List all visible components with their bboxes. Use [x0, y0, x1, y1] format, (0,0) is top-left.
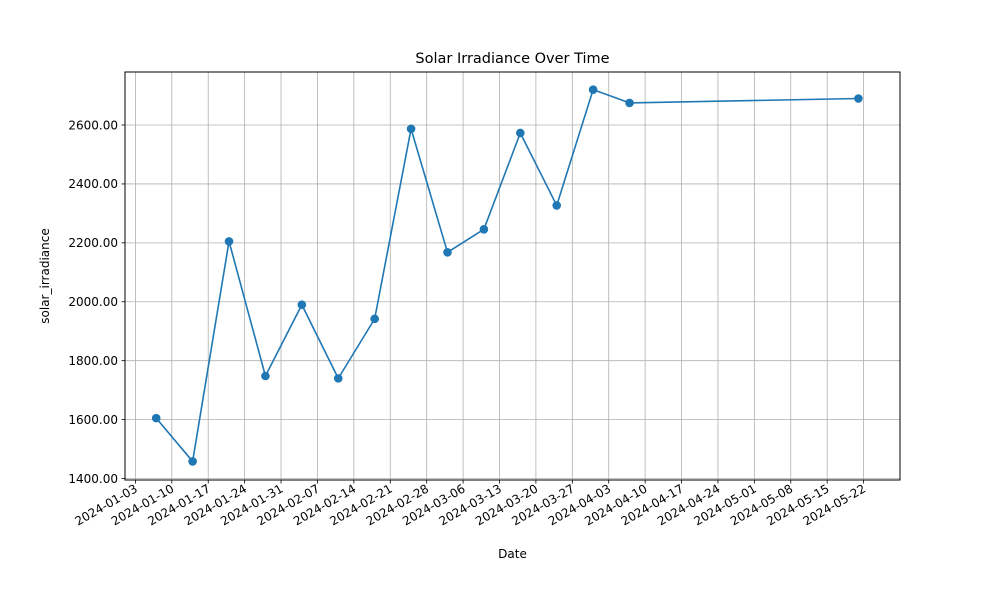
y-tick-label-0: 1400.00	[68, 472, 118, 486]
chart-title: Solar Irradiance Over Time	[415, 51, 609, 67]
data-point-9	[479, 225, 489, 234]
data-point-8	[443, 247, 452, 257]
y-tick-label-3: 2000.00	[68, 295, 118, 309]
y-tick-label-4: 2200.00	[68, 236, 118, 250]
data-point-11	[552, 201, 562, 210]
plot-area-frame	[124, 71, 901, 481]
data-point-6	[370, 314, 379, 324]
data-point-12	[588, 85, 598, 94]
y-tick-label-6: 2600.00	[68, 118, 118, 132]
data-point-7	[406, 124, 416, 134]
y-tick-label-1: 1600.00	[68, 413, 118, 427]
data-point-5	[333, 374, 343, 383]
x-axis-label: Date	[498, 547, 527, 561]
y-tick-label-5: 2400.00	[68, 177, 118, 191]
data-point-10	[516, 128, 525, 138]
y-axis-ticks: 1400.00 1600.00 1800.00 2000.00 2200.00 2400.…	[68, 118, 125, 486]
data-point-0	[151, 413, 161, 423]
y-axis-label: solar_irradiance	[38, 228, 52, 323]
grid-lines	[125, 72, 900, 480]
data-point-4	[297, 300, 307, 310]
data-point-13	[625, 98, 634, 108]
data-point-3	[261, 371, 270, 381]
y-tick-label-2: 1800.00	[68, 354, 118, 368]
data-point-14	[854, 94, 863, 103]
data-point-2	[224, 237, 234, 246]
data-point-1	[188, 457, 197, 466]
series-solar-irradiance	[151, 85, 863, 466]
